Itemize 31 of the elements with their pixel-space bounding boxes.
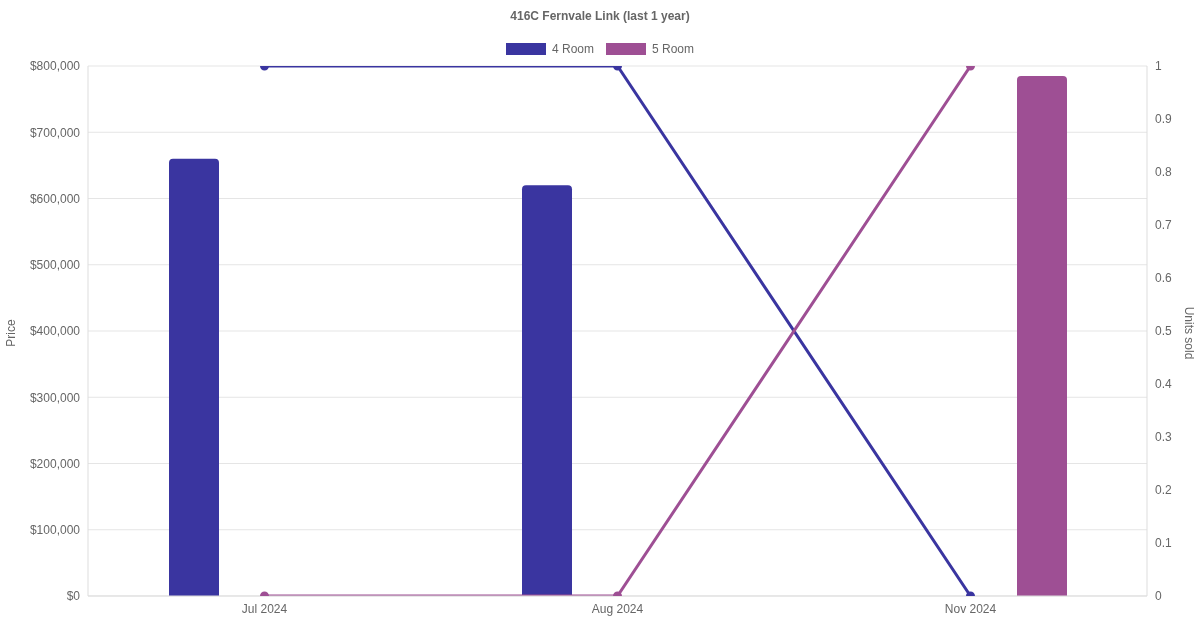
y2-tick-label: 0.1 (1155, 536, 1173, 551)
y-tick-label: $400,000 (29, 324, 81, 339)
y2-tick-label: 0.4 (1155, 377, 1173, 392)
y2-tick-label: 0.3 (1155, 430, 1173, 445)
bar (169, 158, 219, 596)
y2-tick-label: 0.5 (1155, 324, 1173, 339)
y2-tick-label: 0 (1155, 589, 1162, 604)
x-tick-label: Jul 2024 (241, 601, 288, 616)
legend-label: 4 Room (550, 42, 594, 56)
y-tick-label: $0 (66, 589, 81, 604)
legend-label: 5 Room (651, 42, 695, 56)
bar (522, 185, 572, 596)
chart-title: 416C Fernvale Link (last 1 year) (509, 9, 691, 23)
y-tick-label: $300,000 (29, 390, 81, 405)
x-tick-label: Aug 2024 (591, 601, 644, 616)
y2-tick-label: 0.8 (1155, 165, 1173, 180)
y2-tick-label: 0.2 (1155, 483, 1173, 498)
y-tick-label: $200,000 (29, 456, 81, 471)
y-tick-label: $100,000 (29, 523, 81, 538)
y-tick-label: $700,000 (29, 125, 81, 140)
y2-tick-label: 0.6 (1155, 271, 1173, 286)
x-tick-label: Nov 2024 (944, 601, 997, 616)
y2-tick-label: 0.9 (1155, 112, 1173, 127)
y2-tick-label: 0.7 (1155, 218, 1173, 233)
y-tick-label: $600,000 (29, 191, 81, 206)
y2-axis-title: Units sold (1182, 306, 1196, 360)
y2-tick-label: 1 (1155, 59, 1162, 74)
y-tick-label: $500,000 (29, 258, 81, 273)
y-tick-label: $800,000 (29, 59, 81, 74)
bar (1017, 75, 1067, 596)
y-axis-title: Price (4, 319, 18, 347)
